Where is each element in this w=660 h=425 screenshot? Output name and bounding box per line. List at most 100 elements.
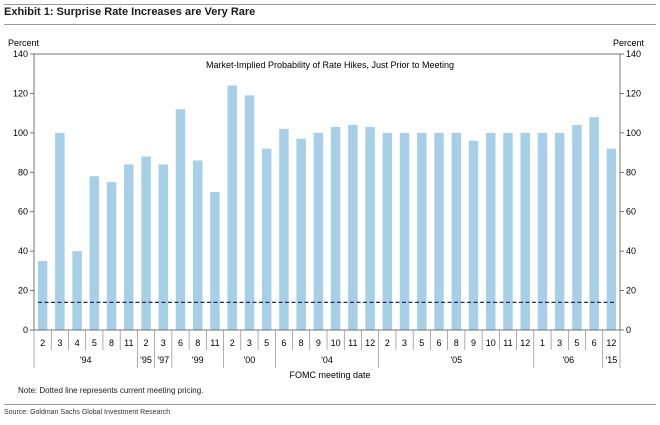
bottom-rule xyxy=(4,404,656,405)
x-tick-label: 3 xyxy=(57,338,62,348)
x-tick-label: 11 xyxy=(124,338,133,348)
y-tick-label-left: 0 xyxy=(23,325,28,335)
y-tick-label-right: 80 xyxy=(626,167,636,177)
plot-frame xyxy=(33,53,621,331)
bar xyxy=(468,140,479,330)
y-tick-label-right: 40 xyxy=(626,246,636,256)
x-tick-label: 3 xyxy=(557,338,562,348)
x-tick-label: 8 xyxy=(195,338,200,348)
x-tick-label: 9 xyxy=(471,338,476,348)
y-tick-label-right: 100 xyxy=(626,128,641,138)
chart-note: Note: Dotted line represents current mee… xyxy=(18,386,204,395)
y-tick-label-left: 20 xyxy=(18,286,28,296)
bar xyxy=(175,109,186,330)
x-tick-label: 6 xyxy=(592,338,597,348)
year-group-label: '97 xyxy=(157,355,169,365)
x-tick-label: 6 xyxy=(281,338,286,348)
x-tick-label: 6 xyxy=(437,338,442,348)
y-tick-label-left: 100 xyxy=(13,128,28,138)
axes: 0 0 20 20 40 40 60 60 80 80 100 100 120 120 140 140 2 3 4 5… xyxy=(13,49,641,368)
x-tick-label: 10 xyxy=(331,338,341,348)
x-tick-label: 5 xyxy=(419,338,424,348)
bar xyxy=(141,156,151,330)
y-tick-label-right: 120 xyxy=(626,88,641,98)
x-tick-label: 5 xyxy=(574,338,579,348)
y-tick-label-left: 120 xyxy=(13,88,28,98)
bar xyxy=(399,132,410,330)
year-group-label: '00 xyxy=(244,355,256,365)
x-tick-label: 3 xyxy=(161,338,166,348)
x-tick-label: 12 xyxy=(520,338,530,348)
bar xyxy=(55,132,65,330)
bar xyxy=(382,132,393,330)
bar xyxy=(434,132,444,330)
bar xyxy=(572,124,582,330)
source-text: Source: Goldman Sachs Global Investment … xyxy=(4,409,171,416)
top-rule xyxy=(4,4,656,5)
x-tick-label: 2 xyxy=(230,338,235,348)
x-tick-label: 2 xyxy=(40,338,45,348)
bar xyxy=(279,128,289,330)
bars xyxy=(37,85,617,331)
x-tick-label: 2 xyxy=(144,338,149,348)
y-tick-label-left: 40 xyxy=(18,246,28,256)
x-tick-label: 11 xyxy=(503,338,512,348)
x-tick-label: 10 xyxy=(486,338,496,348)
x-tick-label: 8 xyxy=(454,338,459,348)
x-tick-label: 11 xyxy=(348,338,357,348)
year-group-label: '15 xyxy=(606,355,618,365)
bar xyxy=(227,85,237,331)
x-tick-label: 11 xyxy=(210,338,219,348)
year-group-label: '94 xyxy=(80,355,92,365)
y-axis-label-right: Percent xyxy=(613,38,645,48)
bar xyxy=(606,148,617,330)
x-tick-label: 8 xyxy=(109,338,114,348)
bar xyxy=(503,132,513,330)
x-tick-label: 4 xyxy=(75,338,80,348)
bar xyxy=(89,176,100,330)
chart-title: Market-Implied Probability of Rate Hikes… xyxy=(206,60,454,70)
y-axis-label-left: Percent xyxy=(8,38,40,48)
bar xyxy=(554,132,565,330)
x-tick-label: 12 xyxy=(606,338,616,348)
bar xyxy=(485,132,496,330)
bar xyxy=(589,117,599,330)
year-group-label: '04 xyxy=(321,355,333,365)
bar xyxy=(210,192,220,330)
x-tick-label: 6 xyxy=(178,338,183,348)
bar xyxy=(124,164,134,330)
x-tick-label: 5 xyxy=(92,338,97,348)
bar xyxy=(417,132,427,330)
x-tick-label: 8 xyxy=(299,338,304,348)
bar xyxy=(313,132,324,330)
x-tick-label: 3 xyxy=(247,338,252,348)
bar xyxy=(72,251,82,330)
y-tick-label-right: 60 xyxy=(626,207,636,217)
bar xyxy=(106,182,117,330)
year-group-label: '06 xyxy=(562,355,574,365)
bar xyxy=(244,95,255,331)
y-tick-label-left: 60 xyxy=(18,207,28,217)
x-tick-label: 5 xyxy=(264,338,269,348)
y-tick-label-right: 0 xyxy=(626,325,631,335)
y-tick-label-right: 140 xyxy=(626,49,641,59)
bar xyxy=(451,132,462,330)
x-tick-label: 1 xyxy=(540,338,545,348)
bar xyxy=(537,132,548,330)
bar xyxy=(296,138,306,330)
x-tick-label: 2 xyxy=(385,338,390,348)
exhibit-title: Exhibit 1: Surprise Rate Increases are V… xyxy=(4,6,256,18)
bar xyxy=(330,126,341,330)
y-tick-label-left: 80 xyxy=(18,167,28,177)
x-tick-label: 9 xyxy=(316,338,321,348)
year-group-label: '05 xyxy=(450,355,462,365)
x-tick-label: 3 xyxy=(402,338,407,348)
bar xyxy=(261,148,272,330)
x-tick-label: 12 xyxy=(365,338,375,348)
bar xyxy=(192,160,203,330)
bar xyxy=(348,124,358,330)
bar xyxy=(158,164,169,330)
bar xyxy=(365,126,375,330)
y-tick-label-left: 140 xyxy=(13,49,28,59)
